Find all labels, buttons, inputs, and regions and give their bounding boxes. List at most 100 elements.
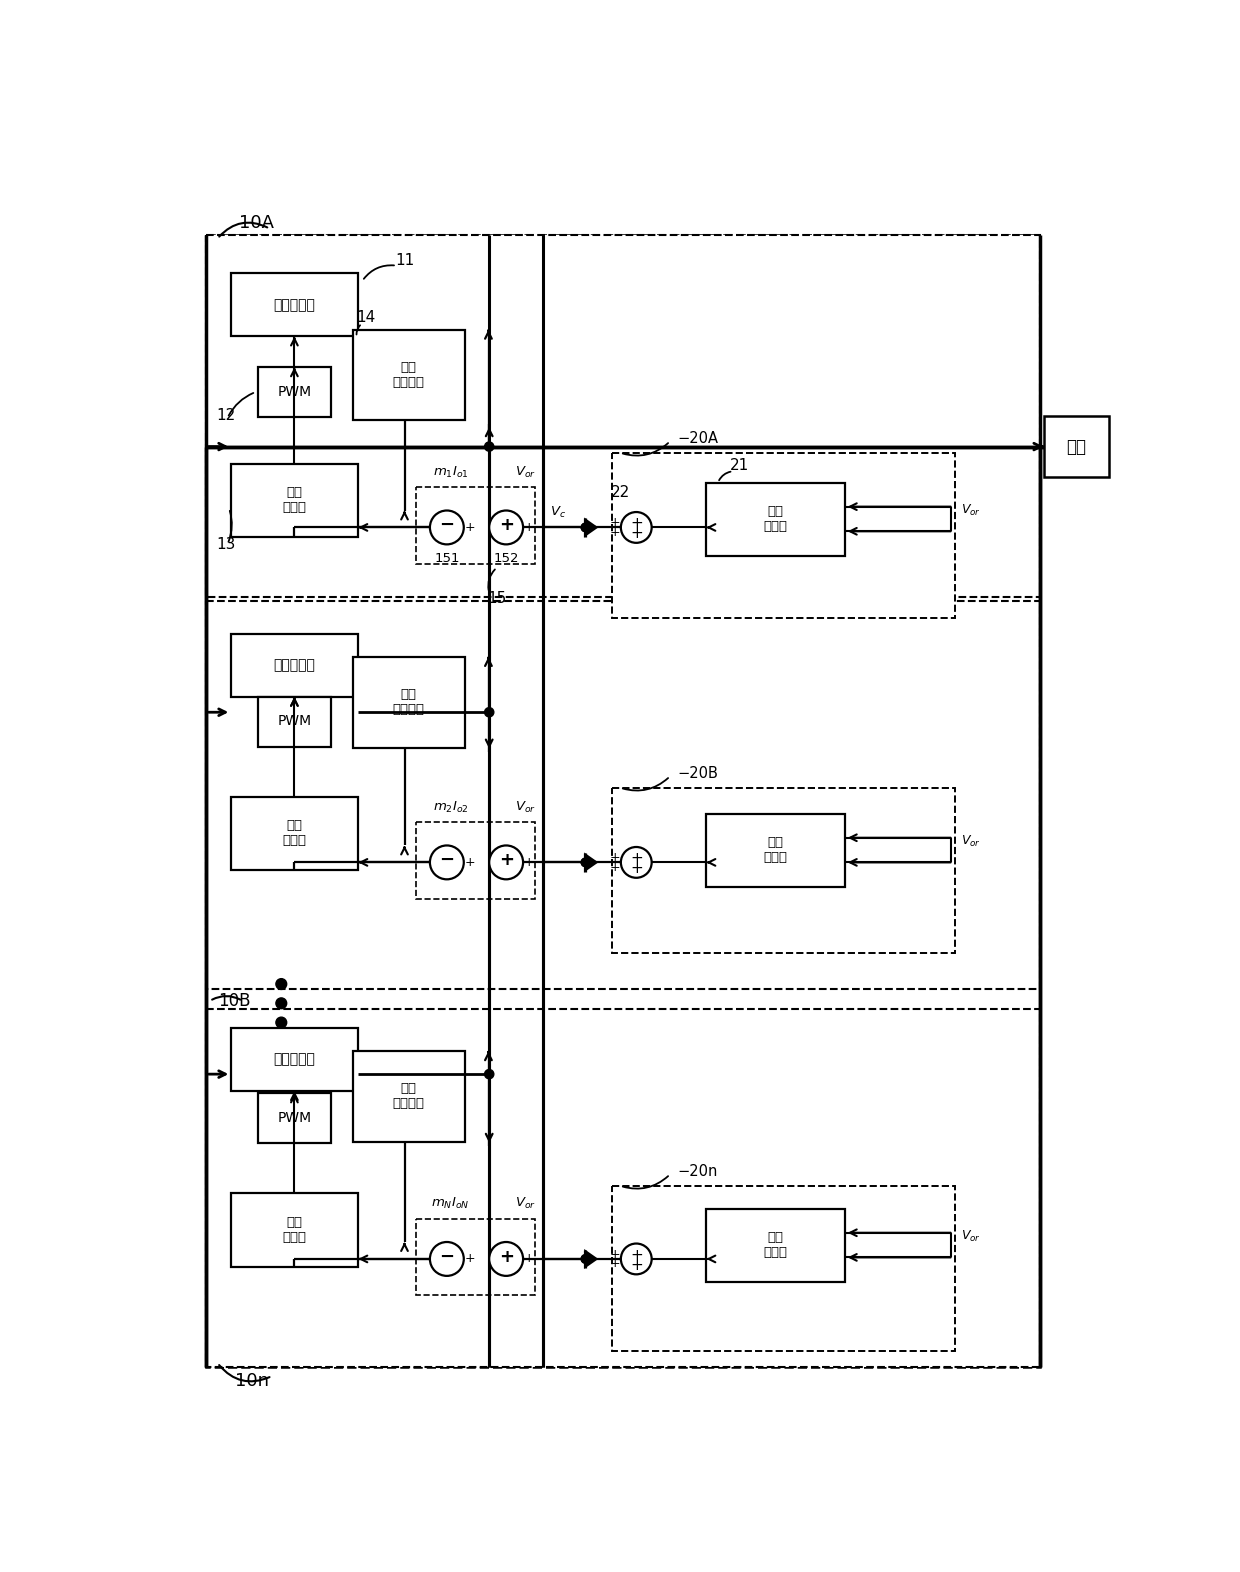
Circle shape xyxy=(277,1017,286,1028)
Circle shape xyxy=(485,442,494,451)
Text: 电压
控制器: 电压 控制器 xyxy=(283,819,306,847)
Bar xyxy=(258,1094,331,1143)
Circle shape xyxy=(277,998,286,1009)
Circle shape xyxy=(582,1254,590,1264)
Text: 21: 21 xyxy=(729,459,749,473)
Text: 负载: 负载 xyxy=(1066,437,1086,456)
Bar xyxy=(231,1193,358,1267)
Circle shape xyxy=(582,858,590,866)
Bar xyxy=(206,234,1040,1366)
Text: PWM: PWM xyxy=(278,715,311,728)
Text: $m_N I_{oN}$: $m_N I_{oN}$ xyxy=(432,1196,470,1210)
Text: −20B: −20B xyxy=(678,766,719,781)
Bar xyxy=(1044,415,1109,478)
Text: $V_{or}$: $V_{or}$ xyxy=(961,835,981,849)
Text: 11: 11 xyxy=(396,253,414,267)
Circle shape xyxy=(430,511,464,544)
Text: 22: 22 xyxy=(611,486,630,500)
Text: 10n: 10n xyxy=(236,1372,269,1390)
Text: 15: 15 xyxy=(487,591,506,605)
Text: −20A: −20A xyxy=(678,431,719,446)
Text: PWM: PWM xyxy=(278,385,311,399)
Text: −20n: −20n xyxy=(678,1165,718,1179)
Text: −: − xyxy=(439,850,454,869)
Bar xyxy=(707,814,844,887)
Text: 电压
控制器: 电压 控制器 xyxy=(283,1215,306,1243)
Circle shape xyxy=(582,1254,590,1264)
Text: 电压
控制器: 电压 控制器 xyxy=(764,1231,787,1259)
Bar xyxy=(707,1209,844,1283)
Text: $V_{or}$: $V_{or}$ xyxy=(961,1229,981,1243)
Bar xyxy=(258,696,331,747)
Circle shape xyxy=(621,1243,652,1275)
Circle shape xyxy=(490,1242,523,1276)
Text: +: + xyxy=(630,1248,642,1262)
Text: +: + xyxy=(630,850,642,866)
Text: 电源转换器: 电源转换器 xyxy=(274,1053,315,1066)
Text: +: + xyxy=(630,861,642,876)
Polygon shape xyxy=(585,1251,596,1267)
Circle shape xyxy=(490,846,523,879)
Text: +: + xyxy=(465,520,475,534)
Bar xyxy=(613,453,955,618)
Bar xyxy=(353,330,465,420)
Bar xyxy=(231,634,358,696)
Bar xyxy=(707,483,844,556)
Circle shape xyxy=(582,523,590,531)
Bar xyxy=(231,1028,358,1091)
Circle shape xyxy=(621,512,652,542)
Circle shape xyxy=(490,511,523,544)
Text: +: + xyxy=(525,520,534,534)
Text: +: + xyxy=(525,1253,534,1265)
Text: 151: 151 xyxy=(434,552,460,564)
Bar xyxy=(206,601,1040,989)
Text: 13: 13 xyxy=(216,538,236,552)
Text: +: + xyxy=(498,516,513,534)
Text: +: + xyxy=(465,855,475,869)
Text: 电压
反馈单元: 电压 反馈单元 xyxy=(392,689,424,717)
Polygon shape xyxy=(585,520,596,534)
Text: 电压
控制器: 电压 控制器 xyxy=(764,836,787,865)
Bar xyxy=(417,822,534,899)
Bar xyxy=(613,1185,955,1352)
Text: 电源转换器: 电源转换器 xyxy=(274,659,315,673)
Text: $m_2 I_{o2}$: $m_2 I_{o2}$ xyxy=(433,800,469,814)
Bar xyxy=(353,657,465,748)
Text: 电压
控制器: 电压 控制器 xyxy=(764,505,787,533)
Circle shape xyxy=(582,858,590,866)
Text: $m_1 I_{o1}$: $m_1 I_{o1}$ xyxy=(433,464,469,479)
Bar xyxy=(231,274,358,336)
Text: +: + xyxy=(498,850,513,869)
Text: PWM: PWM xyxy=(278,1111,311,1126)
Text: $V_{or}$: $V_{or}$ xyxy=(515,464,536,479)
Text: 电压
反馈单元: 电压 反馈单元 xyxy=(392,1083,424,1110)
Text: +: + xyxy=(609,860,620,874)
Circle shape xyxy=(430,846,464,879)
Text: 10A: 10A xyxy=(239,214,274,233)
Text: +: + xyxy=(609,1258,620,1270)
Text: −: − xyxy=(439,516,454,534)
Text: $V_c$: $V_c$ xyxy=(551,505,567,520)
Text: +: + xyxy=(609,1248,620,1261)
Text: 152: 152 xyxy=(494,552,518,564)
Circle shape xyxy=(485,707,494,717)
Text: +: + xyxy=(498,1248,513,1265)
Text: +: + xyxy=(630,527,642,541)
Bar xyxy=(417,487,534,564)
Text: +: + xyxy=(609,516,620,530)
Circle shape xyxy=(430,1242,464,1276)
Text: +: + xyxy=(525,855,534,869)
Text: 10B: 10B xyxy=(218,992,250,1009)
Text: +: + xyxy=(630,1258,642,1273)
Text: $V_{or}$: $V_{or}$ xyxy=(961,503,981,519)
Text: +: + xyxy=(630,516,642,531)
Polygon shape xyxy=(585,855,596,869)
Circle shape xyxy=(277,979,286,989)
Circle shape xyxy=(485,1069,494,1078)
Circle shape xyxy=(582,523,590,531)
Bar xyxy=(206,1009,1040,1366)
Text: +: + xyxy=(609,852,620,865)
Circle shape xyxy=(621,847,652,877)
Bar xyxy=(206,234,1040,597)
Text: 电源转换器: 电源转换器 xyxy=(274,299,315,311)
